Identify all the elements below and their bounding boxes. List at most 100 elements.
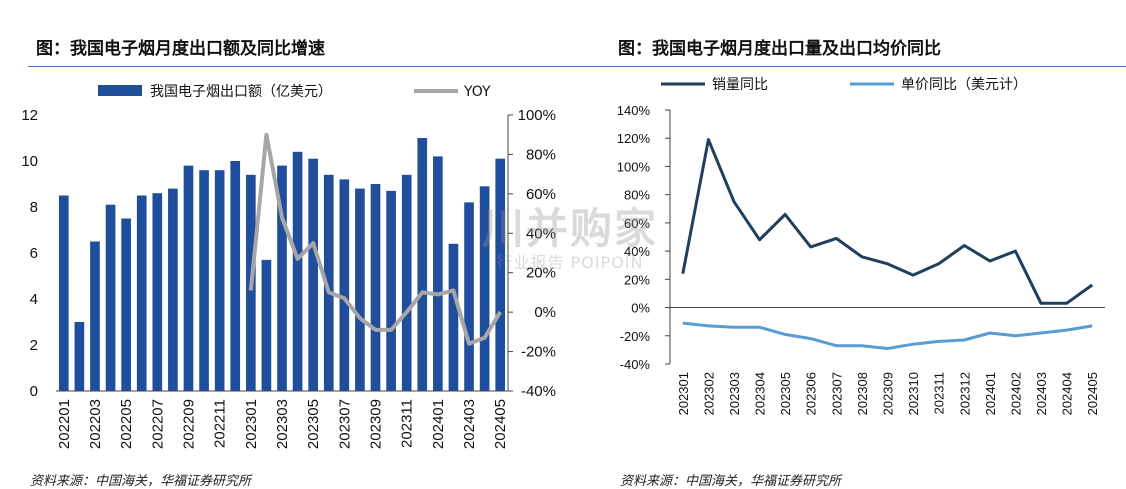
x-tick-202402: 202402 (1008, 372, 1023, 415)
volume-yoy-line (681, 138, 1094, 305)
x-tick-202405: 202405 (1085, 372, 1100, 415)
x-tick-202302: 202302 (701, 372, 716, 415)
x-tick-202201: 202201 (56, 399, 73, 449)
left-y-tick: 10 (21, 153, 38, 170)
bar-202212 (230, 161, 241, 391)
legend-label-bar: 我国电子烟出口额（亿美元） (150, 84, 332, 100)
left-y-tick: 6 (30, 245, 38, 262)
y-tick: -40% (620, 357, 651, 372)
x-tick-202305: 202305 (778, 372, 793, 415)
x-tick-202304: 202304 (753, 372, 768, 415)
left-y-tick: 8 (30, 199, 38, 216)
bar-202203 (90, 241, 100, 391)
x-tick-202211: 202211 (212, 399, 229, 448)
right-y-tick: -20% (521, 344, 556, 361)
bar-202204 (105, 204, 116, 391)
right-source-note: 资料来源：中国海关，华福证券研究所 (620, 474, 842, 489)
y-tick: 140% (617, 103, 651, 118)
x-tick-202303: 202303 (727, 372, 742, 415)
x-tick-202403: 202403 (1034, 372, 1049, 415)
left-chart-panel: 图：我国电子烟月度出口额及同比增速 我国电子烟出口额（亿美元） YOY 0 2 4 6 8 1… (0, 0, 560, 489)
x-tick-202207: 202207 (149, 399, 166, 449)
right-title-rule (560, 66, 1126, 67)
left-title-rule (28, 66, 560, 67)
x-tick-202401: 202401 (430, 399, 447, 449)
bar-202307 (339, 179, 350, 391)
bar-202402 (448, 243, 459, 391)
bar-202312 (417, 138, 428, 391)
right-chart-svg: 销量同比 单价同比（美元计） -40% -20% 0% 20% 40% 60% 80% 100% 1… (617, 77, 1105, 415)
x-tick-202403: 202403 (461, 399, 478, 449)
right-chart-title: 图：我国电子烟月度出口量及出口均价同比 (618, 39, 941, 59)
right-y-tick: 0% (534, 304, 556, 321)
right-y-tick: 60% (526, 186, 556, 203)
bar-202405 (495, 158, 506, 391)
left-y-tick: 12 (21, 107, 38, 124)
left-y-tick: 2 (30, 337, 38, 354)
bar-202209 (183, 165, 194, 391)
left-chart-title: 图：我国电子烟月度出口额及同比增速 (36, 39, 325, 59)
x-tick-202311: 202311 (932, 372, 947, 414)
legend-label-volume: 销量同比 (712, 77, 768, 93)
y-tick: 60% (624, 216, 650, 231)
x-tick-202308: 202308 (855, 372, 870, 415)
y-tick: 120% (617, 131, 651, 146)
x-tick-202404: 202404 (1060, 372, 1075, 415)
yoy-series-line (248, 132, 502, 346)
bar-202202 (74, 322, 85, 391)
bar-202303 (277, 165, 287, 391)
y-tick: 40% (624, 244, 650, 259)
price-yoy-line (682, 321, 1093, 350)
x-tick-202203: 202203 (87, 399, 104, 449)
bar-202309 (370, 184, 381, 391)
left-y-tick: 0 (30, 383, 38, 400)
x-tick-202205: 202205 (118, 399, 135, 449)
x-tick-202405: 202405 (492, 399, 509, 449)
bar-202308 (355, 188, 365, 391)
bar-202211 (214, 170, 225, 391)
bar-202205 (121, 218, 131, 391)
y-tick: 100% (617, 159, 651, 174)
x-tick-202401: 202401 (983, 372, 998, 415)
left-chart-svg: 我国电子烟出口额（亿美元） YOY 0 2 4 6 8 10 12 -40% -20% 0% 20% 40… (21, 84, 556, 449)
x-tick-202305: 202305 (305, 399, 322, 449)
legend-label-price: 单价同比（美元计） (901, 77, 1027, 93)
right-y-tick: -40% (521, 383, 556, 400)
x-tick-202309: 202309 (881, 372, 896, 415)
x-tick-202303: 202303 (274, 399, 291, 449)
right-chart-panel: 图：我国电子烟月度出口量及出口均价同比 销量同比 单价同比（美元计） -40% -20… (560, 0, 1126, 489)
x-tick-202209: 202209 (180, 399, 197, 449)
bar-202306 (323, 174, 334, 391)
right-y-tick: 100% (518, 107, 556, 124)
y-tick: 0% (631, 301, 650, 316)
x-tick-202307: 202307 (336, 399, 353, 449)
bar-202404 (479, 186, 490, 391)
legend-swatch-bar (98, 85, 142, 96)
x-tick-202311: 202311 (399, 399, 416, 448)
bar-202310 (386, 190, 396, 391)
bar-202207 (152, 193, 163, 391)
bar-202311 (401, 174, 412, 391)
x-tick-202306: 202306 (804, 372, 819, 415)
x-tick-202301: 202301 (243, 399, 260, 449)
right-y-tick: 20% (526, 265, 556, 282)
bar-202302 (261, 259, 272, 391)
bar-202305 (308, 158, 319, 391)
bar-202210 (199, 170, 209, 391)
right-y-tick: 80% (526, 146, 556, 163)
bar-202206 (136, 195, 147, 391)
bar-202304 (292, 151, 303, 391)
y-tick: 80% (624, 188, 650, 203)
left-source-note: 资料来源：中国海关，华福证券研究所 (30, 474, 252, 489)
x-tick-202310: 202310 (906, 372, 921, 415)
bar-202201 (58, 195, 69, 391)
x-tick-202307: 202307 (829, 372, 844, 415)
x-tick-202312: 202312 (957, 372, 972, 415)
bar-202403 (464, 202, 474, 391)
legend-label-yoy: YOY (463, 84, 491, 100)
right-y-tick: 40% (526, 225, 556, 242)
y-tick: 20% (624, 272, 650, 287)
bar-202208 (168, 188, 178, 391)
left-y-tick: 4 (30, 291, 38, 308)
bar-202401 (433, 156, 443, 391)
